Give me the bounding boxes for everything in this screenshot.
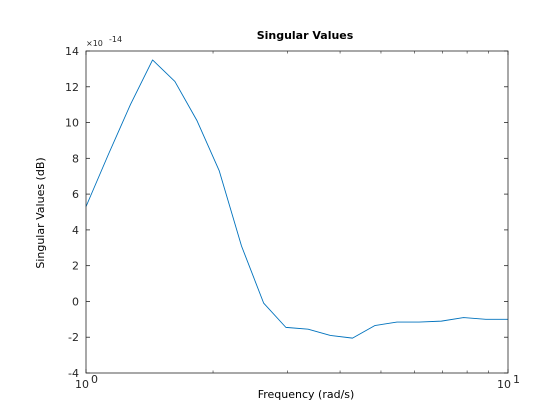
singular-value-line	[85, 59, 508, 339]
series-layer	[85, 59, 508, 339]
y-tick-label: -2	[68, 331, 79, 344]
y-tick-label: -4	[68, 367, 79, 380]
y-axis-label: Singular Values (dB)	[34, 157, 47, 268]
axes-box	[85, 50, 509, 374]
y-tick-label: 2	[72, 260, 79, 273]
y-tick-label: 14	[65, 45, 79, 58]
y-exponent-base: ×10	[86, 39, 103, 48]
y-tick-label: 0	[72, 295, 79, 308]
x-tick-label: 10 1	[497, 373, 520, 391]
chart-title: Singular Values	[257, 29, 354, 42]
x-tick-power: 0	[91, 373, 98, 386]
y-tick-label: 4	[72, 224, 79, 237]
y-tick-label: 6	[72, 188, 79, 201]
y-exponent-power: -14	[109, 35, 122, 44]
x-axis-label: Frequency (rad/s)	[258, 388, 355, 401]
plot-area	[86, 51, 508, 373]
y-tick-label: 12	[65, 81, 79, 94]
x-tick-label: 10 0	[75, 373, 98, 391]
y-tick-label: 8	[72, 152, 79, 165]
y-tick-label: 10	[65, 117, 79, 130]
y-exponent-label: ×10 -14	[86, 35, 122, 48]
x-tick-base: 10	[497, 378, 511, 391]
x-tick-base: 10	[75, 378, 89, 391]
x-tick-power: 1	[513, 373, 520, 386]
